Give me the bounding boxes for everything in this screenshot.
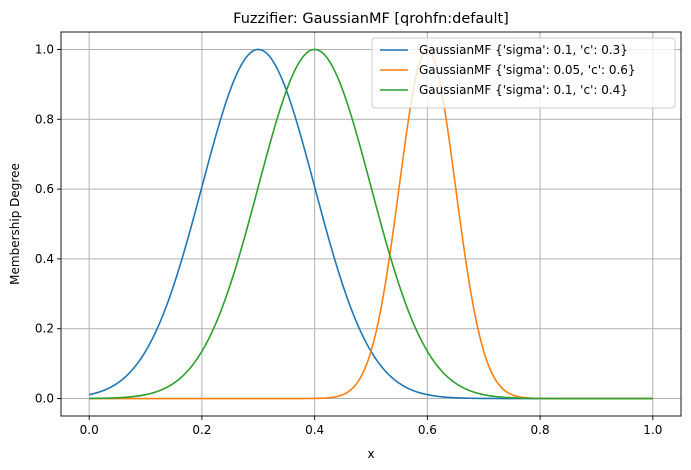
series-line-3 [89, 48, 653, 400]
legend-label: GaussianMF {'sigma': 0.1, 'c': 0.4} [419, 83, 628, 97]
legend: GaussianMF {'sigma': 0.1, 'c': 0.3} Gauss… [371, 37, 676, 109]
chart-title: Fuzzifier: GaussianMF [qrohfn:default] [233, 11, 509, 27]
y-axis-label: Membership Degree [8, 163, 22, 285]
legend-box [371, 37, 676, 109]
legend-label: GaussianMF {'sigma': 0.05, 'c': 0.6} [419, 63, 636, 77]
y-tick-label: 0.8 [35, 112, 54, 126]
y-tick-label: 0.4 [35, 252, 54, 266]
y-tick-label: 0.2 [35, 322, 54, 336]
legend-label: GaussianMF {'sigma': 0.1, 'c': 0.3} [419, 43, 628, 57]
ticks: 0.0 0.2 0.4 0.6 0.8 1.0 0.0 0.2 0.4 0.6 0.8 1.0 [35, 42, 662, 437]
x-tick-label: 0.0 [80, 423, 99, 437]
x-tick-label: 1.0 [643, 423, 662, 437]
y-tick-label: 0.6 [35, 182, 54, 196]
x-tick-label: 0.4 [305, 423, 324, 437]
x-tick-label: 0.8 [531, 423, 550, 437]
x-tick-label: 0.2 [192, 423, 211, 437]
y-tick-label: 0.0 [35, 392, 54, 406]
series-lines [89, 48, 653, 400]
plot-frame [60, 31, 682, 417]
x-axis-label: x [367, 447, 374, 461]
x-tick-label: 0.6 [418, 423, 437, 437]
y-tick-label: 1.0 [35, 42, 54, 56]
